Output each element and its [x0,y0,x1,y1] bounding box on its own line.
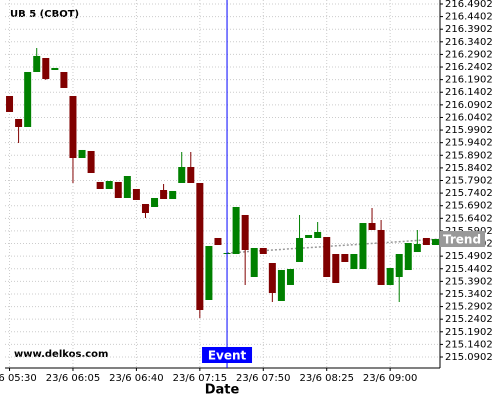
candle-body [422,237,430,245]
candle-body [259,247,267,254]
candle-body [196,182,204,311]
candle-body [395,253,403,277]
candle-body [6,95,14,112]
candle-body [114,181,122,198]
candle-body [268,263,276,294]
y-tick-label: 216.2902 [445,49,493,60]
y-tick-label: 216.4902 [445,0,493,10]
candle-body [323,237,331,277]
candle-body [60,71,68,88]
y-tick-label: 215.9402 [445,138,493,149]
y-tick-label: 215.1902 [445,327,493,338]
event-label: Event [208,349,247,363]
x-tick-label: 23/6 08:25 [299,373,353,384]
candle-body [69,95,77,159]
candle-body [404,243,412,271]
candle-body [33,55,41,72]
candle-body [431,238,439,245]
candle-body [332,253,340,283]
candle-body [214,237,222,245]
trend-box [440,230,485,247]
candle-body [241,214,249,250]
y-tick-label: 216.1902 [445,75,493,86]
y-tick-label: 215.4902 [445,251,493,262]
candle-body [250,247,258,277]
candle-body [105,180,113,189]
candle-body [178,167,186,183]
y-tick-label: 215.3902 [445,276,493,287]
candle-body [160,190,168,200]
candle-body [377,229,385,285]
y-tick-label: 216.2402 [445,62,493,73]
y-tick-label: 215.6402 [445,213,493,224]
y-tick-label: 215.7902 [445,175,493,186]
x-axis-label: Date [205,383,240,398]
x-tick-label: 23/6 09:00 [363,373,417,384]
watermark: www.delkos.com [14,349,108,360]
y-tick-label: 216.3902 [445,24,493,35]
candle-body [386,267,394,285]
candle-body [141,203,149,213]
candle-body [151,197,159,207]
y-tick-label: 215.7402 [445,188,493,199]
y-tick-label: 216.4402 [445,12,493,23]
x-tick-label: 23/6 06:40 [109,373,163,384]
candle-body [286,269,294,285]
x-tick-label: 23/6 05:30 [0,373,37,384]
y-tick-label: 215.8402 [445,163,493,174]
candle-body [305,234,313,238]
y-tick-label: 215.2402 [445,314,493,325]
candle-body [15,118,23,127]
x-tick-label: 23/6 07:15 [173,373,227,384]
y-tick-label: 215.2902 [445,302,493,313]
candle-body [123,176,131,198]
chart-title: UB 5 (CBOT) [10,9,79,20]
candle-body [277,270,285,302]
candle-body [187,167,195,183]
candle-body [359,223,367,270]
candle-body [368,223,376,230]
candle-body [296,237,304,262]
y-tick-label: 215.9902 [445,125,493,136]
y-tick-label: 215.4402 [445,264,493,275]
y-tick-label: 216.0902 [445,100,493,111]
event-box [202,347,253,363]
y-tick-label: 215.1402 [445,339,493,350]
x-tick-label: 23/6 06:05 [46,373,100,384]
y-tick-label: 215.0902 [445,352,493,363]
y-tick-label: 216.3402 [445,37,493,48]
y-tick-label: 216.0402 [445,112,493,123]
candle-body [51,67,59,70]
trend-label: Trend [443,232,481,246]
candle-body [96,181,104,189]
candle-body [24,71,32,127]
candle-body [232,206,240,254]
y-tick-label: 216.1402 [445,87,493,98]
candle-body [42,57,50,80]
candle-body [169,190,177,200]
y-tick-label: 215.8902 [445,150,493,161]
x-tick-label: 23/6 07:50 [236,373,290,384]
y-tick-label: 215.6902 [445,201,493,212]
candle-body [205,246,213,300]
candle-body [132,188,140,200]
candle-body [350,253,358,270]
candle-body [78,149,86,159]
candle-body [413,243,421,253]
candle-body [341,253,349,262]
y-tick-label: 215.3402 [445,289,493,300]
candle-body [87,150,95,174]
trend-line [226,238,441,254]
candle-body [314,231,322,238]
